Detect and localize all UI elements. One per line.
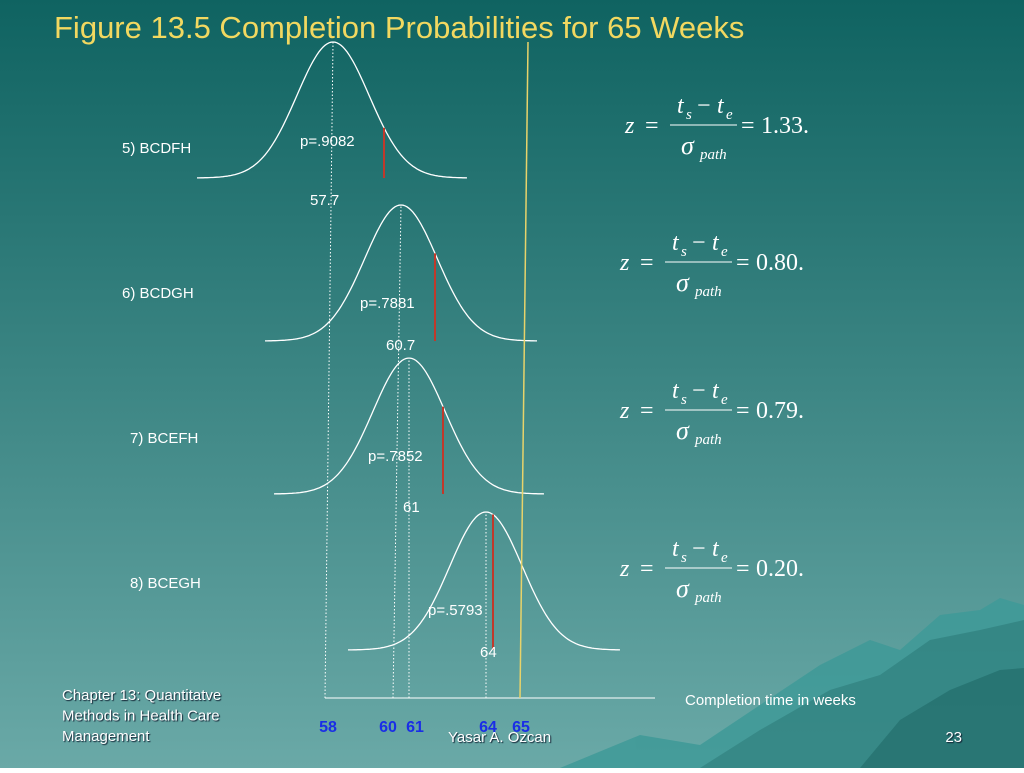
z-value: 0.20.	[756, 556, 804, 582]
title: Figure 13.5 Completion Probabilities for…	[54, 10, 744, 45]
z-value: 0.80.	[756, 250, 804, 276]
formula-equals: =	[645, 113, 659, 139]
formula-minus: −	[692, 230, 706, 256]
normal-curve	[265, 204, 537, 342]
formula-t: t	[712, 230, 720, 256]
formula-sub: e	[721, 392, 728, 408]
formula-sigma: σ	[681, 131, 695, 160]
probability: p=.7852	[368, 448, 423, 465]
formula-z: z	[619, 556, 630, 582]
formula-t: t	[712, 536, 720, 562]
mean: 61	[403, 499, 420, 516]
mountain	[560, 598, 1024, 768]
axis-tick-label: 61	[406, 719, 424, 736]
formula-t: t	[672, 378, 680, 404]
z-value: 1.33.	[761, 113, 809, 139]
formula-minus: −	[692, 378, 706, 404]
formula-z: z	[624, 113, 635, 139]
formula-minus: −	[697, 93, 711, 119]
formula-sub: s	[681, 550, 687, 566]
normal-curve	[348, 511, 621, 651]
formula-sub: e	[721, 244, 728, 260]
probability: p=.7881	[360, 295, 415, 312]
path-label: 8) BCEGH	[130, 575, 201, 592]
path-label: 6) BCDGH	[122, 285, 194, 302]
axis-tick-label: 64	[479, 719, 497, 736]
probability: p=.5793	[428, 602, 483, 619]
mean: 57.7	[310, 192, 339, 209]
formula-z: z	[619, 398, 630, 424]
page-number: 23	[945, 729, 962, 746]
formula-sigma: σ	[676, 416, 690, 445]
formula-sigma: σ	[676, 268, 690, 297]
formula-minus: −	[692, 536, 706, 562]
formula-equals: =	[741, 113, 755, 139]
formula-sub: s	[681, 392, 687, 408]
formula-equals: =	[736, 556, 750, 582]
formula-sub: e	[721, 550, 728, 566]
mean: 64	[480, 644, 497, 661]
footer-chapter: Chapter 13: Quantitatve	[62, 687, 221, 704]
axis-tick-label: 60	[379, 719, 397, 736]
formula-equals: =	[736, 398, 750, 424]
formula-sigma: σ	[676, 574, 690, 603]
footer-chapter: Management	[62, 728, 150, 745]
formula-sub: e	[726, 107, 733, 123]
formula-sub: s	[681, 244, 687, 260]
normal-curve	[197, 41, 468, 179]
axis-tick-label: 65	[512, 719, 530, 736]
formula-z: z	[619, 250, 630, 276]
formula-path: path	[694, 284, 722, 300]
formula-t: t	[672, 536, 680, 562]
footer-chapter: Methods in Health Care	[62, 708, 220, 725]
formula-equals: =	[736, 250, 750, 276]
formula-path: path	[699, 147, 727, 163]
formula-t: t	[712, 378, 720, 404]
formula-path: path	[694, 590, 722, 606]
formula-t: t	[717, 93, 725, 119]
axis-tick-label: 58	[319, 719, 337, 736]
guide-line	[324, 41, 334, 699]
formula-equals: =	[640, 556, 654, 582]
formula-t: t	[672, 230, 680, 256]
formula-path: path	[694, 432, 722, 448]
footer-author: Yasar A. Ozcan	[448, 729, 551, 746]
path-label: 5) BCDFH	[122, 140, 191, 157]
formula-sub: s	[686, 107, 692, 123]
formula-equals: =	[640, 398, 654, 424]
mean: 60.7	[386, 337, 415, 354]
z-value: 0.79.	[756, 398, 804, 424]
formula-t: t	[677, 93, 685, 119]
probability: p=.9082	[300, 133, 355, 150]
target-line	[519, 41, 529, 699]
formula-equals: =	[640, 250, 654, 276]
path-label: 7) BCEFH	[130, 430, 198, 447]
guide-line	[392, 204, 402, 699]
axis-label: Completion time in weeks	[685, 692, 856, 709]
